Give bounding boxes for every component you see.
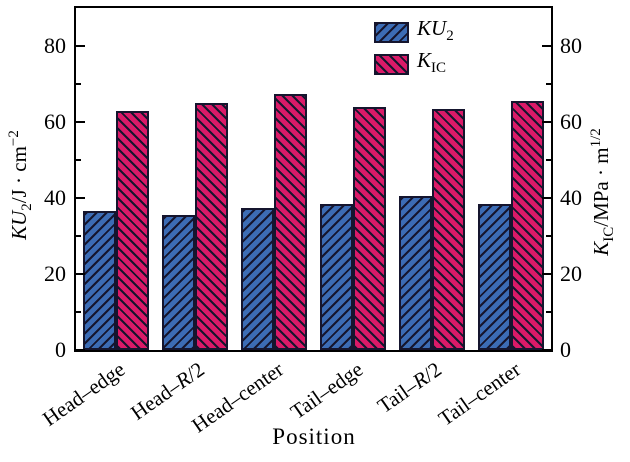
bar-ku2-3 <box>240 207 274 350</box>
x-tick-label-6: Tail–center <box>434 357 526 431</box>
bar-kic-4 <box>353 106 387 350</box>
y-axis-label-right: KIC/MPa · m1/2 <box>587 128 618 256</box>
bar-kic-5 <box>432 108 466 350</box>
bar-ku2-4 <box>320 203 354 350</box>
major-tick-right-40 <box>542 197 551 199</box>
plot-area <box>74 6 553 352</box>
major-tick-right-0 <box>542 349 551 351</box>
major-tick-left-40 <box>76 197 85 199</box>
y-tick-label-right-0: 0 <box>560 337 571 362</box>
y-tick-label-right-60: 60 <box>560 109 582 134</box>
legend-item-ku2: KU2 <box>374 18 454 47</box>
minor-tick-right-70 <box>546 83 551 85</box>
bar-ku2-6 <box>478 203 512 350</box>
x-tick-label-4: Tail–edge <box>285 357 367 424</box>
major-tick-left-60 <box>76 121 85 123</box>
major-tick-right-80 <box>542 45 551 47</box>
y-tick-label-right-80: 80 <box>560 33 582 58</box>
legend: KU2 KIC <box>374 18 454 82</box>
major-tick-left-0 <box>76 349 85 351</box>
minor-tick-left-70 <box>76 83 81 85</box>
x-tick-label-1: Head–edge <box>38 357 130 431</box>
legend-label-kic: KIC <box>417 48 447 77</box>
bar-ku2-2 <box>161 215 195 350</box>
major-tick-left-20 <box>76 273 85 275</box>
minor-tick-left-10 <box>76 311 81 313</box>
minor-tick-right-10 <box>546 311 551 313</box>
bar-kic-1 <box>115 110 149 350</box>
major-tick-left-80 <box>76 45 85 47</box>
y-tick-label-left-20: 20 <box>44 261 66 286</box>
y-tick-label-left-0: 0 <box>55 337 66 362</box>
minor-tick-right-50 <box>546 159 551 161</box>
bar-ku2-5 <box>399 196 433 350</box>
y-tick-label-left-80: 80 <box>44 33 66 58</box>
minor-tick-left-50 <box>76 159 81 161</box>
major-tick-right-20 <box>542 273 551 275</box>
bar-kic-2 <box>194 103 228 350</box>
legend-label-ku2: KU2 <box>417 16 454 45</box>
legend-swatch-ku2 <box>374 22 409 44</box>
x-axis-title: Position <box>272 424 356 449</box>
minor-tick-right-30 <box>546 235 551 237</box>
bar-kic-3 <box>273 93 307 350</box>
minor-tick-left-30 <box>76 235 81 237</box>
major-tick-right-60 <box>542 121 551 123</box>
legend-swatch-kic <box>374 54 409 76</box>
y-axis-label-left: KU2/J · cm−2 <box>5 130 36 240</box>
y-tick-label-left-40: 40 <box>44 185 66 210</box>
y-tick-label-right-20: 20 <box>560 261 582 286</box>
legend-item-kic: KIC <box>374 50 454 79</box>
bar-kic-6 <box>511 101 545 350</box>
bar-ku2-1 <box>82 211 116 350</box>
y-tick-label-left-60: 60 <box>44 109 66 134</box>
y-tick-label-right-40: 40 <box>560 185 582 210</box>
